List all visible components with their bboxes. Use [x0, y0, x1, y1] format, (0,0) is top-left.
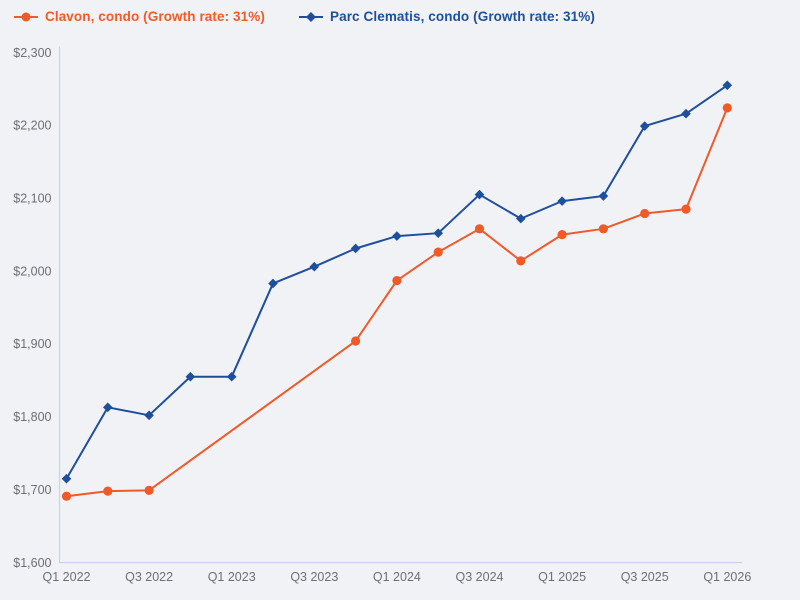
data-point-circle[interactable]: [598, 224, 609, 234]
data-point-circle[interactable]: [557, 230, 567, 240]
diamond-series-marker-icon: [298, 11, 323, 22]
y-axis-label: $2,100: [13, 192, 51, 206]
chart-legend: Clavon, condo (Growth rate: 31%) Parc Cl…: [14, 9, 595, 24]
data-point-circle[interactable]: [516, 256, 526, 266]
x-axis-label: Q1 2022: [43, 570, 91, 584]
data-point-diamond[interactable]: [309, 261, 320, 272]
data-point-diamond[interactable]: [392, 231, 402, 241]
data-point-diamond[interactable]: [598, 191, 609, 201]
y-axis-label: $2,300: [13, 46, 51, 60]
data-point-circle[interactable]: [351, 336, 361, 346]
x-axis-label: Q1 2024: [373, 570, 421, 584]
y-axis-label: $1,900: [13, 337, 51, 351]
legend-item-clavon[interactable]: Clavon, condo (Growth rate: 31%): [14, 9, 265, 24]
x-axis-label: Q1 2025: [538, 570, 586, 584]
data-point-diamond[interactable]: [61, 473, 72, 484]
data-point-circle[interactable]: [103, 486, 113, 496]
x-axis-label: Q3 2025: [621, 570, 669, 584]
data-point-diamond[interactable]: [474, 189, 485, 200]
y-axis-label: $1,600: [13, 556, 51, 570]
data-point-diamond[interactable]: [226, 371, 237, 382]
x-axis-label: Q1 2023: [208, 570, 256, 584]
axis-lines: [58, 46, 742, 564]
y-axis-label: $1,700: [13, 483, 51, 497]
data-point-diamond[interactable]: [433, 228, 443, 238]
x-axis-label: Q3 2023: [290, 570, 338, 584]
y-axis-label: $2,000: [13, 264, 51, 278]
data-point-diamond[interactable]: [557, 196, 567, 206]
data-point-diamond[interactable]: [144, 410, 154, 421]
data-point-circle[interactable]: [433, 247, 443, 257]
data-point-diamond[interactable]: [185, 371, 196, 382]
circle-series-marker-icon: [14, 12, 38, 21]
y-axis-label: $1,800: [13, 410, 51, 424]
legend-label-parc-clematis: Parc Clematis, condo (Growth rate: 31%): [329, 9, 595, 24]
data-point-circle[interactable]: [61, 491, 72, 501]
data-point-circle[interactable]: [681, 204, 691, 214]
legend-label-clavon: Clavon, condo (Growth rate: 31%): [45, 9, 265, 24]
data-point-diamond[interactable]: [681, 108, 691, 119]
data-point-diamond[interactable]: [103, 402, 113, 413]
y-axis-label: $2,200: [13, 119, 51, 133]
data-point-diamond[interactable]: [268, 278, 278, 289]
legend-item-parc-clematis[interactable]: Parc Clematis, condo (Growth rate: 31%): [298, 9, 595, 24]
data-point-diamond[interactable]: [722, 80, 733, 91]
data-point-circle[interactable]: [144, 485, 154, 495]
data-point-diamond[interactable]: [639, 121, 650, 131]
data-point-circle[interactable]: [392, 275, 402, 286]
x-axis-label: Q1 2026: [703, 570, 751, 584]
x-axis-label: Q3 2022: [125, 570, 173, 584]
data-point-circle[interactable]: [640, 208, 650, 219]
data-point-diamond[interactable]: [350, 243, 361, 254]
data-point-circle[interactable]: [474, 224, 485, 234]
series-line-0: [65, 106, 729, 498]
data-point-diamond[interactable]: [516, 213, 526, 224]
x-axis-label: Q3 2024: [456, 570, 504, 584]
data-point-circle[interactable]: [722, 103, 732, 113]
